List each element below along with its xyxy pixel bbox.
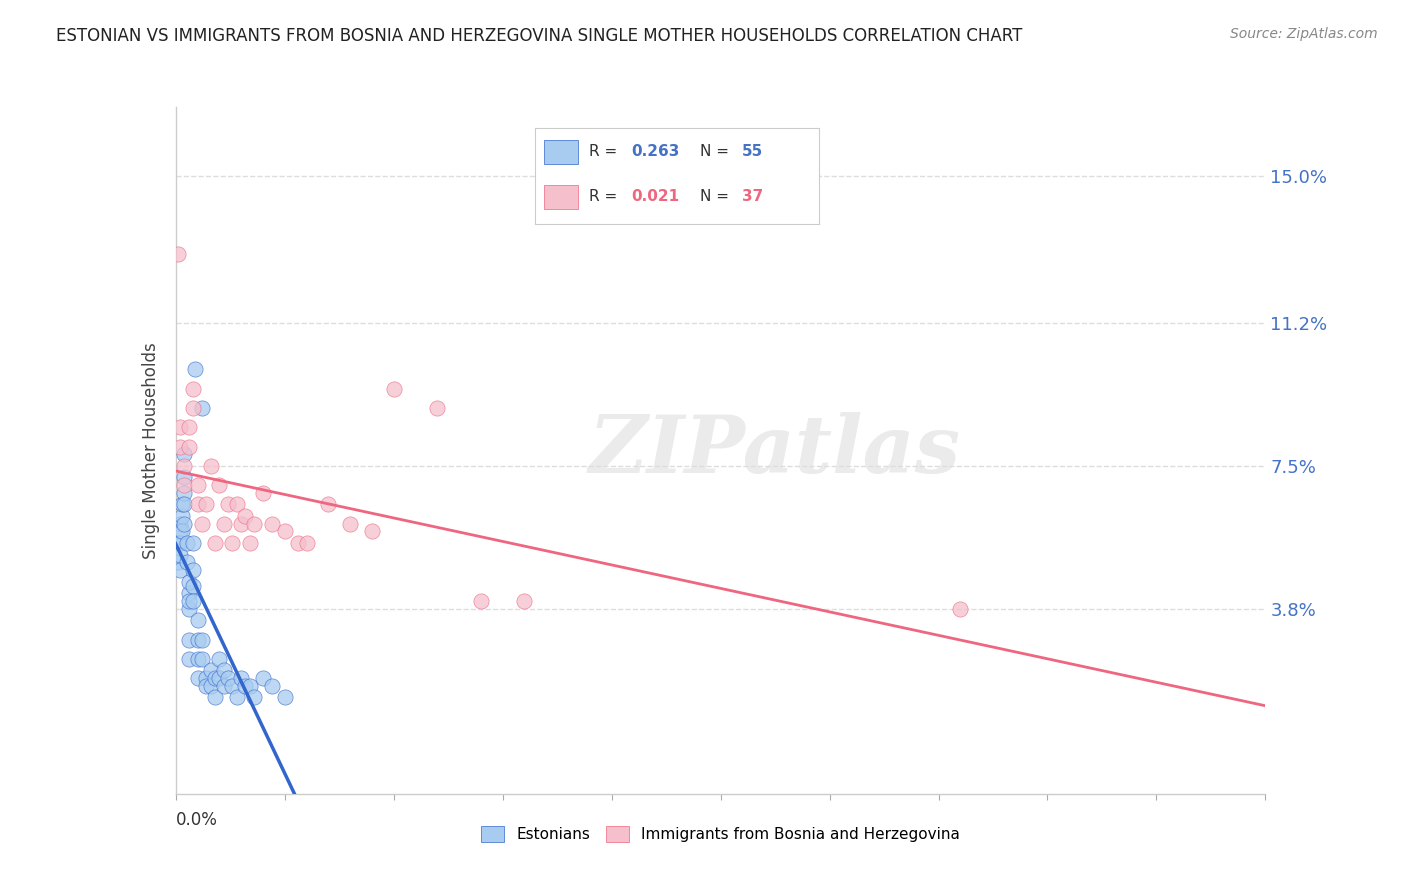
Point (177, 652, 200, 666)
Point (186, 652, 209, 666)
Legend: Estonians, Immigrants from Bosnia and Herzegovina: Estonians, Immigrants from Bosnia and He… (475, 820, 966, 848)
Point (949, 601, 972, 615)
Point (186, 498, 209, 512)
Point (204, 536, 226, 550)
Point (186, 671, 209, 685)
Point (212, 679, 235, 693)
Point (172, 524, 194, 539)
Point (513, 594, 536, 608)
Point (181, 578, 204, 592)
Point (176, 536, 198, 550)
Point (167, 246, 190, 260)
Point (217, 498, 239, 512)
Point (181, 563, 204, 577)
Point (195, 679, 218, 693)
Point (252, 486, 274, 500)
Point (339, 516, 361, 531)
Point (239, 536, 262, 550)
Point (186, 632, 209, 647)
Point (173, 516, 195, 531)
Point (191, 652, 214, 666)
Point (169, 536, 191, 550)
Point (382, 382, 405, 396)
Point (191, 516, 214, 531)
Point (181, 536, 204, 550)
Point (225, 690, 247, 705)
Point (181, 401, 204, 415)
Point (169, 440, 191, 454)
Point (173, 498, 195, 512)
Point (186, 613, 209, 627)
Point (252, 671, 274, 685)
Point (274, 524, 297, 539)
Point (191, 632, 214, 647)
Point (177, 574, 200, 589)
Point (169, 548, 191, 562)
Point (239, 679, 262, 693)
Point (217, 671, 239, 685)
Point (243, 516, 266, 531)
Point (173, 478, 195, 492)
Point (221, 536, 243, 550)
Y-axis label: Single Mother Households: Single Mother Households (142, 343, 160, 558)
Point (231, 671, 253, 685)
Point (172, 509, 194, 524)
Point (177, 586, 200, 600)
Point (167, 555, 190, 569)
Point (235, 679, 257, 693)
Point (426, 401, 449, 415)
Point (200, 458, 222, 473)
Point (208, 671, 231, 685)
Text: ZIPatlas: ZIPatlas (589, 412, 962, 489)
Point (195, 671, 218, 685)
Point (173, 447, 195, 461)
Point (167, 536, 190, 550)
Text: 0.0%: 0.0% (176, 811, 218, 829)
Point (195, 498, 218, 512)
Point (360, 524, 382, 539)
Point (200, 664, 222, 678)
Point (169, 420, 191, 434)
Point (295, 536, 318, 550)
Point (173, 486, 195, 500)
Point (191, 401, 214, 415)
Point (231, 516, 253, 531)
Point (181, 382, 204, 396)
Point (177, 440, 200, 454)
Point (177, 420, 200, 434)
Point (169, 516, 191, 531)
Point (274, 690, 297, 705)
Point (177, 601, 200, 615)
Point (208, 652, 231, 666)
Point (212, 516, 235, 531)
Text: ESTONIAN VS IMMIGRANTS FROM BOSNIA AND HERZEGOVINA SINGLE MOTHER HOUSEHOLDS CORR: ESTONIAN VS IMMIGRANTS FROM BOSNIA AND H… (56, 27, 1022, 45)
Point (221, 679, 243, 693)
Point (318, 498, 340, 512)
Point (186, 478, 209, 492)
Point (204, 690, 226, 705)
Point (225, 498, 247, 512)
Point (177, 632, 200, 647)
Point (176, 555, 198, 569)
Point (177, 594, 200, 608)
Point (173, 458, 195, 473)
Point (204, 671, 226, 685)
Point (212, 664, 235, 678)
Point (169, 524, 191, 539)
Point (173, 470, 195, 484)
Point (181, 594, 204, 608)
Text: Source: ZipAtlas.com: Source: ZipAtlas.com (1230, 27, 1378, 41)
Point (260, 516, 283, 531)
Point (235, 509, 257, 524)
Point (470, 594, 492, 608)
Point (260, 679, 283, 693)
Point (200, 679, 222, 693)
Point (208, 478, 231, 492)
Point (243, 690, 266, 705)
Point (287, 536, 309, 550)
Point (169, 563, 191, 577)
Point (172, 498, 194, 512)
Point (184, 362, 207, 376)
